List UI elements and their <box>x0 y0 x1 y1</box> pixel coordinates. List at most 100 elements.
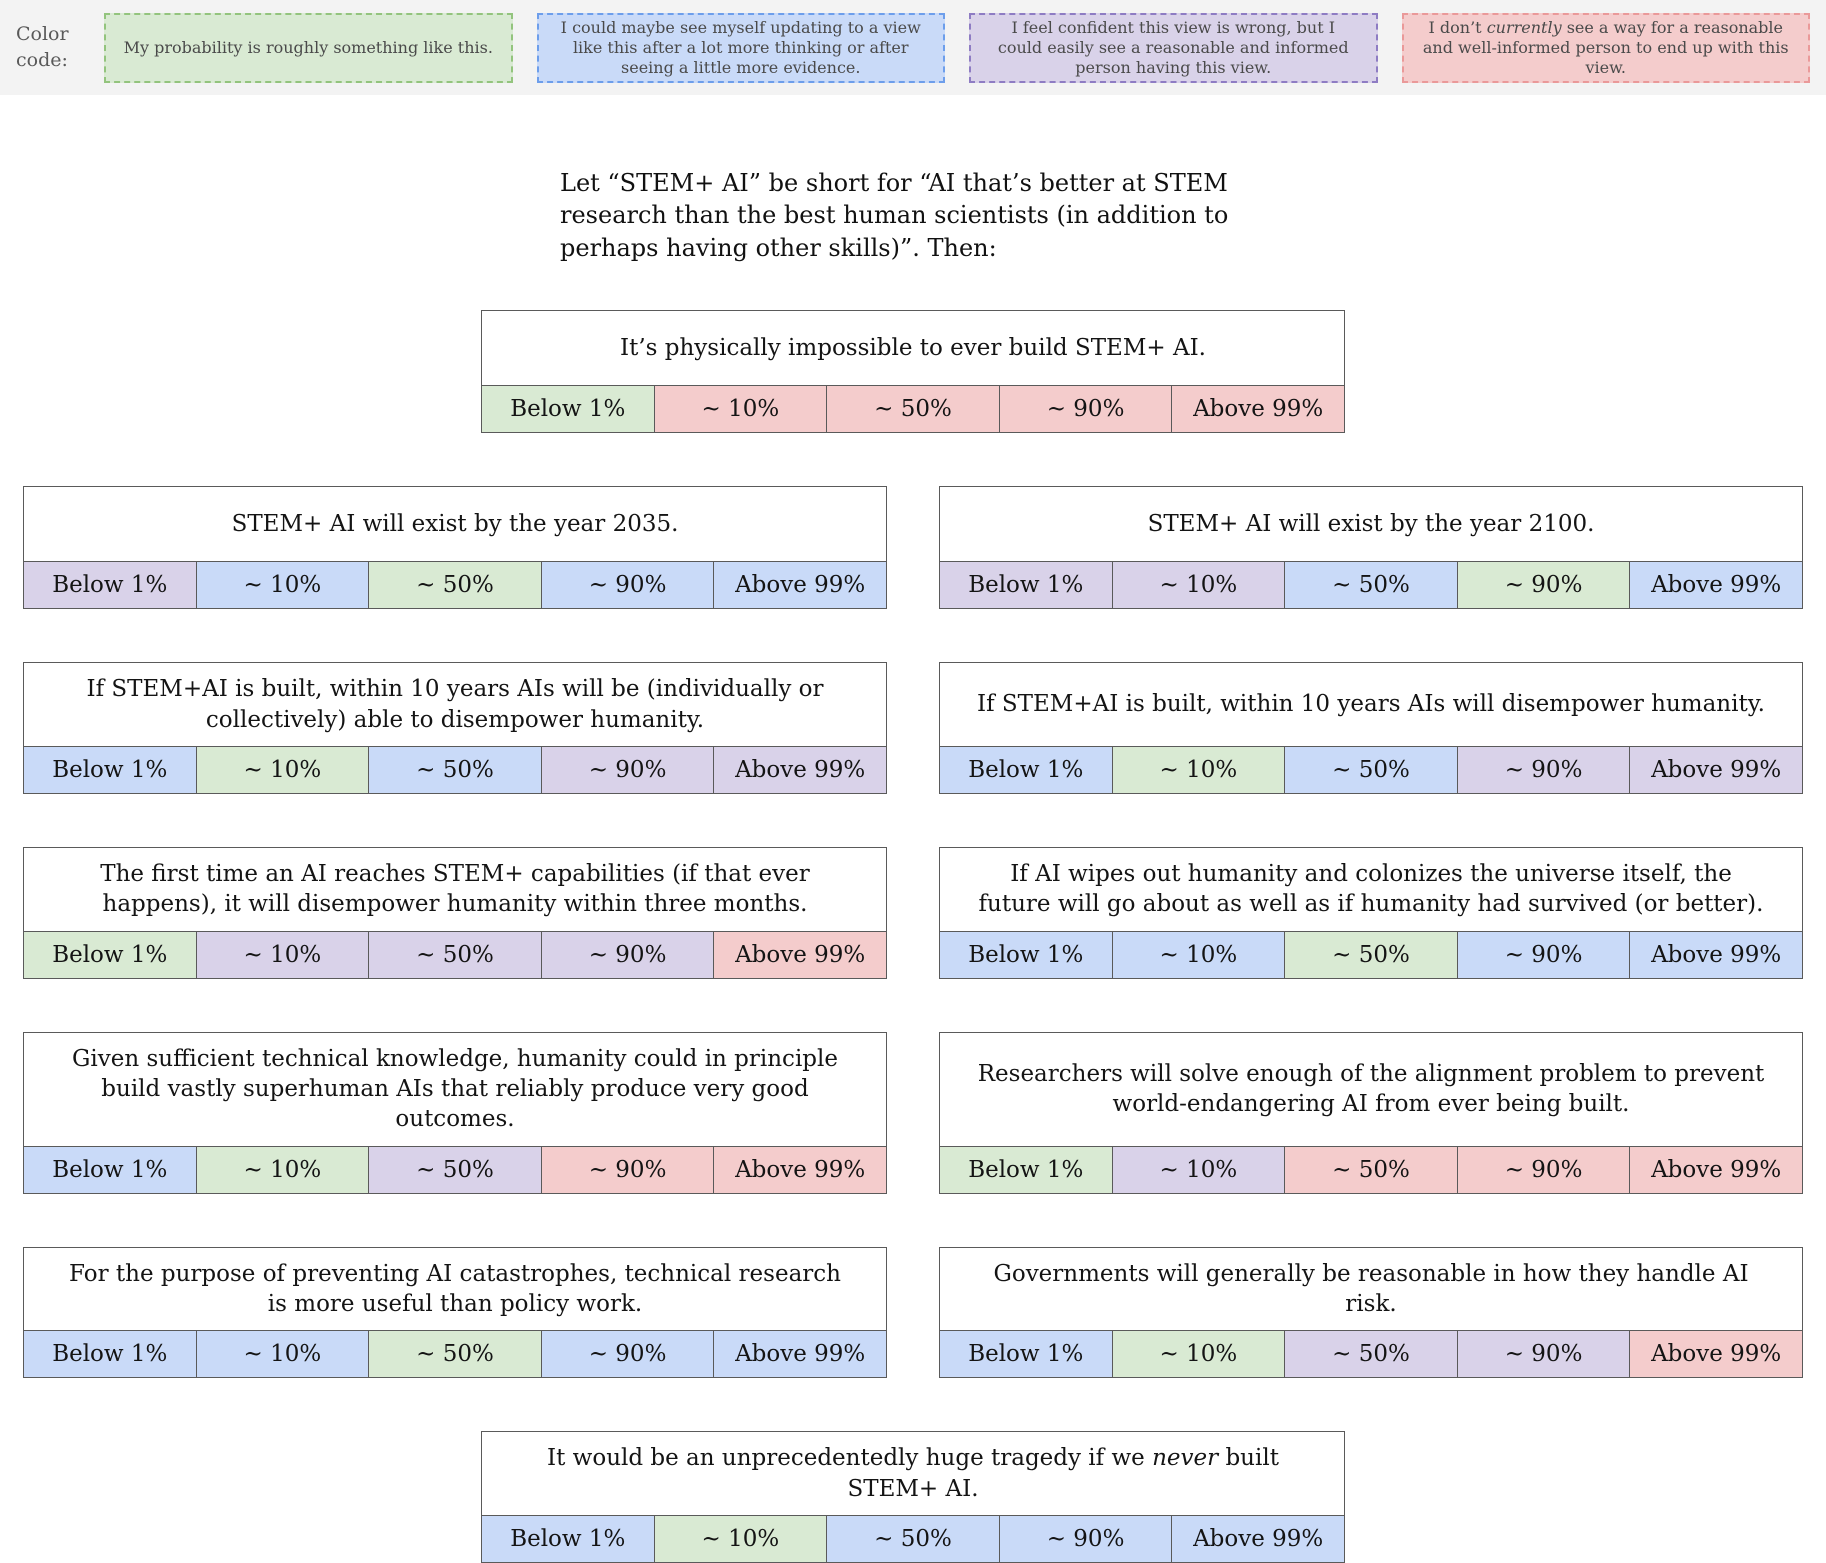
legend-green-box: My probability is roughly something like… <box>104 12 513 83</box>
prob-cell-10pct: ~ 10% <box>195 931 369 978</box>
prob-cell-10pct: ~ 10% <box>195 1146 369 1193</box>
prob-cell-below-1pct: Below 1% <box>482 1516 654 1563</box>
legend-label: Color code: <box>16 22 69 71</box>
row-policy: For the purpose of preventing AI catastr… <box>23 1246 1803 1379</box>
question-box-researchers-solve-alignment: Researchers will solve enough of the ali… <box>939 1031 1803 1194</box>
probability-scale: Below 1% ~ 10% ~ 50% ~ 90% Above 99% <box>24 745 886 793</box>
prob-cell-below-1pct: Below 1% <box>24 931 196 978</box>
prob-cell-90pct: ~ 90% <box>1456 562 1630 609</box>
prob-cell-10pct: ~ 10% <box>1111 1331 1285 1378</box>
probability-scale: Below 1% ~ 10% ~ 50% ~ 90% Above 99% <box>940 745 1802 793</box>
legend-blue-box: I could maybe see myself updating to a v… <box>536 12 945 83</box>
prob-cell-below-1pct: Below 1% <box>940 1331 1112 1378</box>
prob-cell-90pct: ~ 90% <box>1456 1331 1630 1378</box>
legend-red-box: I don’t currently see a way for a reason… <box>1401 12 1810 83</box>
legend-purple-text: I feel confident this view is wrong, but… <box>997 17 1349 77</box>
prob-cell-50pct: ~ 50% <box>826 1516 999 1563</box>
intro-text: Let “STEM+ AI” be short for “AI that’s b… <box>560 169 1229 262</box>
question-box-exist-2100: STEM+ AI will exist by the year 2100. Be… <box>939 486 1803 610</box>
prob-cell-below-1pct: Below 1% <box>940 562 1112 609</box>
row-alignment: Given sufficient technical knowledge, hu… <box>23 1031 1803 1194</box>
prob-cell-above-99pct: Above 99% <box>1629 931 1802 978</box>
probability-scale: Below 1% ~ 10% ~ 50% ~ 90% Above 99% <box>24 930 886 978</box>
prob-cell-10pct: ~ 10% <box>1111 746 1285 793</box>
prob-cell-50pct: ~ 50% <box>1284 746 1457 793</box>
prob-cell-50pct: ~ 50% <box>368 746 541 793</box>
legend-purple-box: I feel confident this view is wrong, but… <box>969 12 1378 83</box>
prob-cell-10pct: ~ 10% <box>195 746 369 793</box>
row-disempower: If STEM+AI is built, within 10 years AIs… <box>23 662 1803 794</box>
probability-scale: Below 1% ~ 10% ~ 50% ~ 90% Above 99% <box>24 1330 886 1378</box>
legend-red-text: I don’t currently see a way for a reason… <box>1422 17 1789 77</box>
prob-cell-10pct: ~ 10% <box>1111 931 1285 978</box>
legend-green-text: My probability is roughly something like… <box>123 37 493 57</box>
prob-cell-50pct: ~ 50% <box>368 1331 541 1378</box>
prob-cell-below-1pct: Below 1% <box>24 746 196 793</box>
question-title: STEM+ AI will exist by the year 2100. <box>1147 510 1595 537</box>
prob-cell-below-1pct: Below 1% <box>24 1146 196 1193</box>
prob-cell-above-99pct: Above 99% <box>713 746 886 793</box>
prob-cell-10pct: ~ 10% <box>195 1331 369 1378</box>
prob-cell-10pct: ~ 10% <box>653 386 827 433</box>
prob-cell-50pct: ~ 50% <box>368 931 541 978</box>
prob-cell-above-99pct: Above 99% <box>713 1331 886 1378</box>
prob-cell-50pct: ~ 50% <box>368 562 541 609</box>
question-box-three-months: The first time an AI reaches STEM+ capab… <box>23 846 887 979</box>
row-first-stem-outcomes: The first time an AI reaches STEM+ capab… <box>23 846 1803 979</box>
question-title: Governments will generally be reasonable… <box>993 1260 1749 1318</box>
prob-cell-below-1pct: Below 1% <box>940 931 1112 978</box>
color-code-legend: Color code: My probability is roughly so… <box>0 0 1826 95</box>
prob-cell-90pct: ~ 90% <box>540 562 714 609</box>
probability-scale: Below 1% ~ 10% ~ 50% ~ 90% Above 99% <box>940 1330 1802 1378</box>
prob-cell-below-1pct: Below 1% <box>940 1146 1112 1193</box>
probability-scale: Below 1% ~ 10% ~ 50% ~ 90% Above 99% <box>24 1145 886 1193</box>
question-title: It’s physically impossible to ever build… <box>620 334 1206 361</box>
row-tragedy: It would be an unprecedentedly huge trag… <box>23 1431 1803 1563</box>
prob-cell-90pct: ~ 90% <box>540 1146 714 1193</box>
question-title: STEM+ AI will exist by the year 2035. <box>231 510 679 537</box>
prob-cell-50pct: ~ 50% <box>1284 1331 1457 1378</box>
prob-cell-above-99pct: Above 99% <box>713 562 886 609</box>
prob-cell-below-1pct: Below 1% <box>482 386 654 433</box>
probability-scale: Below 1% ~ 10% ~ 50% ~ 90% Above 99% <box>482 385 1344 433</box>
legend-blue-text: I could maybe see myself updating to a v… <box>560 17 921 77</box>
question-box-technical-vs-policy: For the purpose of preventing AI catastr… <box>23 1246 887 1379</box>
prob-cell-above-99pct: Above 99% <box>1629 1146 1802 1193</box>
prob-cell-10pct: ~ 10% <box>653 1516 827 1563</box>
prob-cell-below-1pct: Below 1% <box>24 1331 196 1378</box>
question-box-tragedy-never-built: It would be an unprecedentedly huge trag… <box>481 1431 1345 1563</box>
prob-cell-90pct: ~ 90% <box>540 931 714 978</box>
row-impossible: It’s physically impossible to ever build… <box>23 310 1803 434</box>
prob-cell-above-99pct: Above 99% <box>1171 1516 1344 1563</box>
prob-cell-above-99pct: Above 99% <box>1171 386 1344 433</box>
prob-cell-50pct: ~ 50% <box>1284 562 1457 609</box>
question-title: If STEM+AI is built, within 10 years AIs… <box>977 691 1765 718</box>
question-box-exist-2035: STEM+ AI will exist by the year 2035. Be… <box>23 486 887 610</box>
prob-cell-90pct: ~ 90% <box>540 746 714 793</box>
question-title: Researchers will solve enough of the ali… <box>977 1060 1765 1118</box>
question-title: It would be an unprecedentedly huge trag… <box>547 1445 1279 1502</box>
question-box-governments-reasonable: Governments will generally be reasonable… <box>939 1246 1803 1379</box>
question-title: The first time an AI reaches STEM+ capab… <box>100 860 810 918</box>
prob-cell-90pct: ~ 90% <box>998 386 1172 433</box>
prob-cell-above-99pct: Above 99% <box>713 931 886 978</box>
prob-cell-10pct: ~ 10% <box>195 562 369 609</box>
prob-cell-above-99pct: Above 99% <box>1629 746 1802 793</box>
prob-cell-above-99pct: Above 99% <box>1629 562 1802 609</box>
question-title: If STEM+AI is built, within 10 years AIs… <box>86 676 824 733</box>
prob-cell-10pct: ~ 10% <box>1111 1146 1285 1193</box>
prob-cell-10pct: ~ 10% <box>1111 562 1285 609</box>
question-title: If AI wipes out humanity and colonizes t… <box>978 860 1764 918</box>
prob-cell-below-1pct: Below 1% <box>24 562 196 609</box>
prob-cell-50pct: ~ 50% <box>368 1146 541 1193</box>
prob-cell-above-99pct: Above 99% <box>1629 1331 1802 1378</box>
prob-cell-90pct: ~ 90% <box>540 1331 714 1378</box>
probability-scale: Below 1% ~ 10% ~ 50% ~ 90% Above 99% <box>24 561 886 609</box>
prob-cell-50pct: ~ 50% <box>1284 931 1457 978</box>
probability-scale: Below 1% ~ 10% ~ 50% ~ 90% Above 99% <box>940 930 1802 978</box>
question-title: For the purpose of preventing AI catastr… <box>69 1260 841 1318</box>
row-exist-by-year: STEM+ AI will exist by the year 2035. Be… <box>23 486 1803 610</box>
prob-cell-90pct: ~ 90% <box>1456 1146 1630 1193</box>
prob-cell-above-99pct: Above 99% <box>713 1146 886 1193</box>
question-box-able-to-disempower: If STEM+AI is built, within 10 years AIs… <box>23 662 887 794</box>
